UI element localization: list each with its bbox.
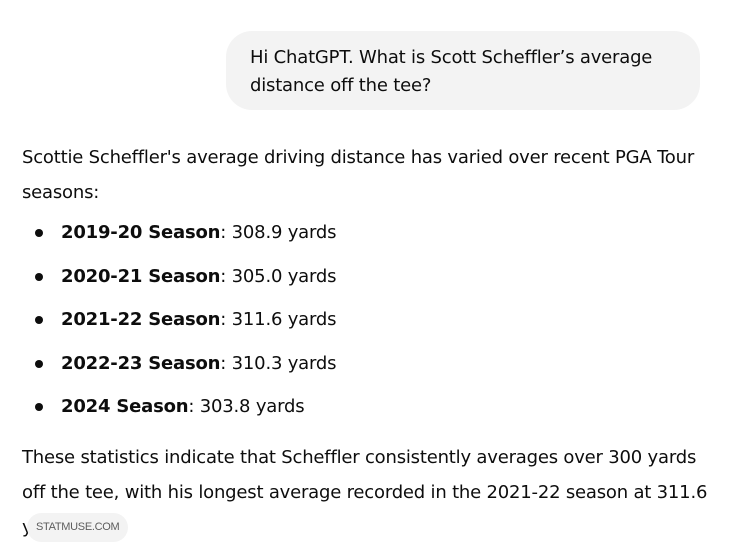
season-value: : 308.9 yards: [220, 222, 337, 243]
source-link[interactable]: STATMUSE.COM: [27, 513, 129, 542]
season-name: 2022-23 Season: [61, 352, 221, 374]
bullet-icon: [35, 403, 43, 412]
list-item: 2019-20 Season: 308.9 yards: [22, 218, 722, 262]
user-message-bubble: Hi ChatGPT. What is Scott Scheffler’s av…: [226, 31, 700, 110]
season-value: : 311.6 yards: [220, 309, 337, 331]
list-item: 2024 Season: 303.8 yards: [22, 392, 722, 436]
season-name: 2019-20 Season: [61, 222, 221, 243]
season-value: : 303.8 yards: [188, 396, 305, 418]
bullet-icon: [35, 316, 43, 325]
assistant-response: Scottie Scheffler's average driving dist…: [22, 140, 722, 545]
season-value: : 310.3 yards: [220, 352, 337, 374]
season-name: 2020-21 Season: [61, 265, 221, 287]
response-intro: Scottie Scheffler's average driving dist…: [22, 147, 695, 203]
season-value: : 305.0 yards: [220, 265, 337, 287]
season-name: 2024 Season: [61, 396, 189, 418]
user-message-text: Hi ChatGPT. What is Scott Scheffler’s av…: [250, 47, 653, 96]
season-name: 2021-22 Season: [61, 309, 221, 331]
list-item: 2020-21 Season: 305.0 yards: [22, 262, 722, 306]
bullet-icon: [35, 359, 43, 368]
list-item: 2021-22 Season: 311.6 yards: [22, 305, 722, 349]
list-item: 2022-23 Season: 310.3 yards: [22, 349, 722, 393]
source-label: STATMUSE.COM: [36, 521, 120, 533]
season-list: 2019-20 Season: 308.9 yards 2020-21 Seas…: [22, 218, 722, 436]
bullet-icon: [35, 272, 43, 281]
bullet-icon: [35, 229, 43, 237]
